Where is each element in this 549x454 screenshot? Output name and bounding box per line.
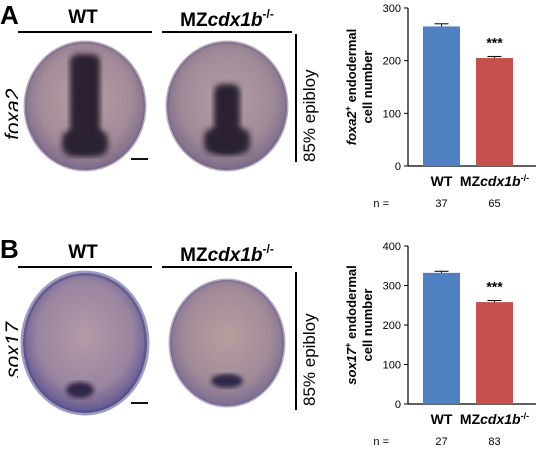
bar-1 — [476, 58, 513, 166]
y-tick-label: 200 — [383, 56, 401, 68]
column-header-wt: WT — [68, 242, 98, 263]
scale-bar — [131, 158, 148, 160]
n-value: 27 — [435, 436, 447, 448]
bar-1 — [476, 302, 513, 404]
n-label: n = — [373, 198, 389, 210]
y-tick-label: 200 — [383, 320, 401, 332]
header-rule-wt — [18, 266, 152, 268]
column-header-wt: WT — [68, 7, 98, 28]
header-rule-mutant — [162, 31, 292, 33]
bar-0 — [423, 26, 460, 166]
y-tick-label: 400 — [383, 241, 401, 253]
y-tick-label: 100 — [383, 360, 401, 372]
n-value: 83 — [488, 436, 500, 448]
y-axis-title-line1: sox17+ endodermal — [343, 265, 359, 384]
stage-bracket — [295, 272, 297, 410]
embryo-image-mutant-foxa2 — [162, 34, 292, 174]
y-axis-title: foxa2+ endodermal cell number — [343, 29, 375, 146]
y-tick-label: 300 — [383, 281, 401, 293]
stage-label: 85% epibloy — [300, 69, 319, 162]
bar-chart-foxa2: foxa2+ endodermal cell number 0 100 200 300 WT… — [343, 3, 536, 210]
panel-letter-b: B — [0, 234, 19, 264]
significance-marker: *** — [486, 34, 503, 50]
y-tick-label: 300 — [383, 3, 401, 15]
y-tick-label: 100 — [383, 108, 401, 120]
x-tick-label: MZcdx1b-/- — [460, 411, 529, 427]
bar-0 — [423, 272, 460, 404]
panel-letter-a: A — [0, 0, 19, 30]
bar-chart-sox17: sox17+ endodermal cell number 0 100 200 300 40… — [343, 241, 536, 448]
embryo-image-mutant-sox17 — [162, 268, 292, 418]
n-value: 65 — [488, 198, 500, 210]
column-header-mutant: MZcdx1b-/- — [180, 7, 274, 31]
x-tick-label: WT — [431, 173, 453, 189]
y-axis-title-line2: cell number — [360, 51, 375, 124]
n-value: 37 — [435, 198, 447, 210]
y-axis-title-line2: cell number — [360, 289, 375, 362]
embryo-image-wt-foxa2 — [18, 34, 152, 174]
stage-label: 85% epibloy — [300, 313, 319, 406]
x-tick-label: MZcdx1b-/- — [460, 173, 529, 189]
y-axis-title-line1: foxa2+ endodermal — [343, 29, 359, 146]
significance-marker: *** — [486, 279, 503, 295]
y-axis-title: sox17+ endodermal cell number — [343, 265, 375, 384]
header-rule-mutant — [162, 266, 292, 268]
stage-bracket — [295, 34, 297, 162]
y-tick-label: 0 — [395, 399, 401, 411]
y-tick-label: 0 — [395, 161, 401, 173]
column-header-mutant: MZcdx1b-/- — [180, 242, 274, 266]
scale-bar — [131, 402, 148, 404]
embryo-image-wt-sox17 — [18, 268, 152, 418]
header-rule-wt — [18, 31, 152, 33]
x-tick-label: WT — [431, 411, 453, 427]
n-label: n = — [373, 436, 389, 448]
